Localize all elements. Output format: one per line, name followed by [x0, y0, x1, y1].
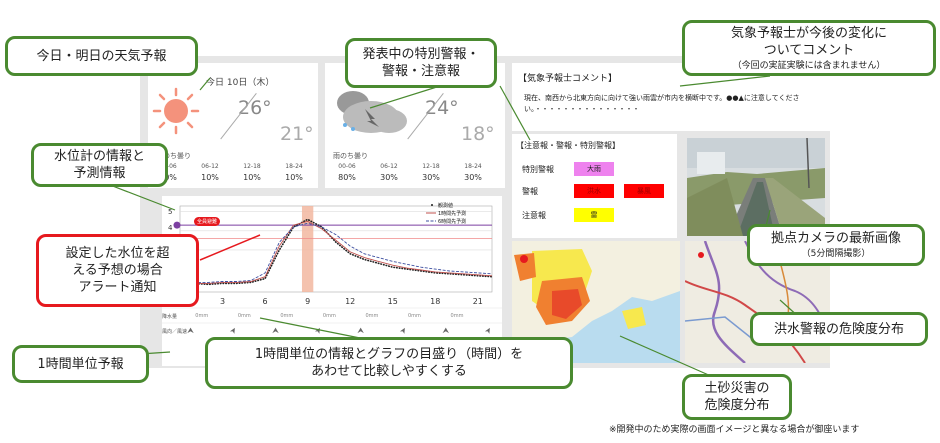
legend-swatch — [431, 204, 433, 206]
period-col: 06-12 30% — [380, 163, 398, 182]
temp-low: 21° — [280, 123, 314, 145]
forecaster-body: 現在、南西から北東方向に向けて強い雨雲が市内を横断中です。●●▲に注意してくださ… — [524, 94, 800, 113]
x-tick-label: 21 — [472, 297, 483, 306]
callout-weather-forecast: 今日・明日の天気予報 — [5, 36, 198, 76]
warnings-panel: 【注意報・警報・特別警報】 特別警報 大雨 警報 洪水 暴風 注意報 雷 — [512, 134, 677, 238]
callout-alert: 設定した水位を超 える予想の場合 アラート通知 — [36, 234, 199, 307]
alert-level-tag: 全員避難 — [194, 217, 221, 226]
camera-image[interactable] — [687, 138, 825, 236]
callout-landslide-map: 土砂災害の 危険度分布 — [682, 374, 792, 420]
forecaster-title: 【気象予報士コメント】 — [518, 74, 618, 84]
x-tick-label: 3 — [219, 297, 226, 306]
rain-value: 0mm — [322, 313, 336, 319]
weather-card-today: 今日 10日（木） 26° 21° 雨のち曇り 00-06 80% 06-12 10… — [148, 63, 318, 188]
callout-camera: 拠点カメラの最新画像 （5分間隔撮影） — [747, 224, 925, 266]
warning-badge[interactable]: 大雨 — [574, 162, 614, 176]
period-col: 12-18 30% — [422, 163, 440, 182]
rain-value: 0mm — [450, 313, 464, 319]
temp-low: 18° — [461, 123, 495, 145]
y-tick-label: 5 — [168, 208, 173, 216]
x-tick-label: 18 — [430, 297, 441, 306]
rain-value: 0mm — [237, 313, 251, 319]
warning-badge[interactable]: 暴風 — [624, 184, 664, 198]
warning-label-special: 特別警報 — [522, 165, 554, 174]
warning-label-warning: 警報 — [522, 187, 538, 196]
rain-value: 0mm — [195, 313, 209, 319]
rain-value: 0mm — [365, 313, 379, 319]
x-tick-label: 9 — [305, 297, 311, 306]
camera-photo-graphic — [687, 138, 825, 236]
callout-forecaster: 気象予報士が今後の変化に ついてコメント （今回の実証実験には含まれません） — [682, 20, 936, 76]
weather-desc: 雨のち曇り — [333, 152, 368, 160]
callout-flood-map: 洪水警報の危険度分布 — [750, 312, 928, 346]
period-col: 18-24 10% — [285, 163, 303, 182]
period-col: 06-12 10% — [201, 163, 219, 182]
warning-label-advisory: 注意報 — [522, 211, 546, 220]
series-line — [180, 222, 493, 283]
rain-value: 0mm — [280, 313, 294, 319]
legend-1h-forecast: 1時間先予測 — [438, 211, 467, 217]
footnote: ※開発中のため実際の画面イメージと異なる場合が御座います — [609, 425, 860, 435]
rain-cloud-icon — [337, 91, 407, 133]
weather-date: 今日 10日（木） — [206, 78, 275, 88]
rain-row-label: 降水量 — [162, 314, 178, 320]
period-col: 00-06 80% — [159, 163, 177, 182]
callout-warnings: 発表中の特別警報・ 警報・注意報 — [345, 38, 497, 88]
x-tick-label: 6 — [262, 297, 268, 306]
legend-observed: 観測値 — [438, 203, 454, 209]
x-tick-label: 12 — [345, 297, 356, 306]
wind-arrow-icon: ⮝ — [357, 326, 365, 335]
period-col: 00-06 80% — [338, 163, 356, 182]
rain-value: 0mm — [408, 313, 421, 319]
temp-high: 26° — [238, 97, 272, 119]
period-col: 18-24 30% — [464, 163, 482, 182]
warning-badge[interactable]: 洪水 — [574, 184, 614, 198]
wind-arrow-icon: ⮝ — [442, 326, 450, 335]
callout-compare: 1時間単位の情報とグラフの目盛り（時間）を あわせて比較しやすくする — [205, 337, 573, 389]
series-line — [179, 218, 493, 286]
y-tick-label: 4 — [168, 224, 173, 232]
series-line — [180, 220, 493, 284]
temp-high: 24° — [425, 97, 459, 119]
legend-6h-forecast: 6時間先予測 — [438, 219, 467, 225]
wind-row-label: 風向／風速 — [162, 329, 188, 335]
weather-desc: 雨のち曇り — [156, 152, 191, 160]
warnings-title: 【注意報・警報・特別警報】 — [516, 141, 620, 150]
time-highlight-band — [301, 206, 314, 292]
wind-arrow-icon: ⮝ — [272, 326, 279, 335]
period-col: 12-18 10% — [243, 163, 261, 182]
threshold-marker — [173, 221, 181, 229]
x-tick-label: 15 — [387, 297, 398, 306]
callout-water-level: 水位計の情報と 予測情報 — [31, 143, 168, 187]
sun-icon — [152, 87, 200, 135]
callout-hourly: 1時間単位予報 — [12, 345, 149, 383]
warning-badge[interactable]: 雷 — [574, 208, 614, 222]
wind-arrow-icon: ⮝ — [187, 326, 194, 335]
